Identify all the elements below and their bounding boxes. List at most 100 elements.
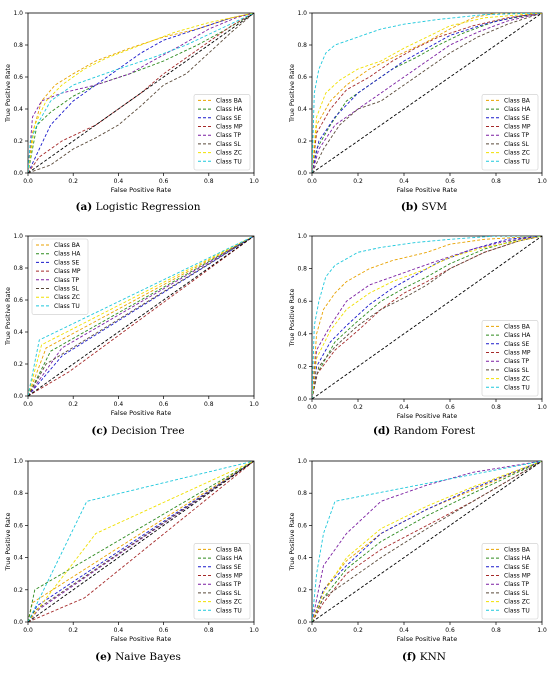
roc-line-class-ba: [28, 236, 254, 396]
y-tick-label: 0.4: [297, 555, 307, 562]
legend-label: Class MP: [216, 573, 243, 580]
roc-line-class-sl: [312, 13, 542, 173]
y-tick-label: 0.4: [13, 555, 23, 562]
y-tick-label: 0.0: [13, 170, 23, 177]
roc-panel-6: 0.0 0.2 0.4 0.6 0.8 1.0 0.0 0.2 0.4 0.6 0.8 1.0 Fals…: [288, 458, 547, 663]
legend-label: Class SL: [216, 590, 242, 597]
y-tick-label: 0.6: [13, 297, 23, 304]
roc-line-class-mp: [28, 236, 254, 396]
x-tick-label: 0.2: [353, 627, 363, 634]
roc-line-class-ba: [312, 13, 542, 173]
x-tick-label: 0.6: [445, 627, 455, 634]
legend-label: Class SE: [504, 115, 530, 122]
legend-label: Class ZC: [504, 150, 530, 157]
legend-label: Class TP: [54, 277, 79, 284]
roc-line-class-sl: [28, 13, 254, 173]
x-tick-label: 0.4: [399, 404, 409, 411]
x-tick-label: 0.4: [399, 178, 409, 185]
y-tick-label: 0.6: [13, 74, 23, 81]
series-group: [312, 236, 542, 399]
y-tick-label: 0.2: [297, 587, 307, 594]
roc-line-class-sl: [312, 236, 542, 399]
x-tick-label: 0.0: [23, 178, 33, 185]
roc-line-class-sl: [312, 461, 542, 622]
legend-label: Class BA: [216, 97, 243, 104]
panel-caption-title: KNN: [416, 651, 446, 663]
legend-label: Class SE: [54, 259, 80, 266]
roc-line-class-tu: [28, 236, 254, 396]
y-tick-label: 0.6: [297, 298, 307, 305]
y-tick-label: 1.0: [297, 233, 307, 240]
x-tick-label: 0.2: [353, 404, 363, 411]
y-tick-label: 0.8: [297, 490, 307, 497]
legend-label: Class ZC: [504, 376, 530, 383]
roc-line-class-zc: [28, 461, 254, 622]
roc-line-class-tu: [312, 461, 542, 622]
legend-label: Class ZC: [216, 150, 242, 157]
roc-line-class-zc: [312, 13, 542, 173]
x-tick-label: 0.8: [491, 627, 501, 634]
legend-label: Class TU: [504, 158, 530, 165]
y-tick-label: 0.2: [297, 138, 307, 145]
panel-caption-title: SVM: [418, 201, 447, 213]
roc-line-class-tp: [28, 236, 254, 396]
x-axis-label: False Positive Rate: [397, 186, 457, 194]
chance-diagonal: [312, 13, 542, 173]
series-group: [28, 236, 254, 396]
legend-label: Class MP: [504, 124, 531, 131]
legend-label: Class HA: [504, 332, 531, 339]
x-tick-label: 0.0: [307, 404, 317, 411]
x-tick-label: 0.6: [159, 627, 169, 634]
x-tick-label: 1.0: [537, 178, 547, 185]
legend-label: Class TU: [54, 303, 80, 310]
x-tick-label: 0.2: [353, 178, 363, 185]
legend-box: [481, 94, 539, 171]
x-tick-label: 0.8: [491, 178, 501, 185]
legend-box: [31, 238, 89, 315]
roc-line-class-sl: [28, 236, 254, 396]
roc-panel-5: 0.0 0.2 0.4 0.6 0.8 1.0 0.0 0.2 0.4 0.6 0.8 1.0 Fals…: [4, 458, 259, 663]
legend-label: Class SE: [504, 564, 530, 571]
y-tick-label: 0.6: [13, 522, 23, 529]
panel-caption-letter: (e): [95, 651, 112, 663]
roc-line-class-mp: [312, 461, 542, 622]
legend-label: Class HA: [216, 555, 243, 562]
roc-line-class-mp: [312, 13, 542, 173]
roc-line-class-ba: [312, 236, 542, 399]
x-tick-label: 0.6: [445, 404, 455, 411]
y-axis-label: True Positive Rate: [288, 513, 296, 572]
series-group: [28, 461, 254, 622]
panel-caption-letter: (d): [373, 425, 390, 437]
panel-caption-title: Decision Tree: [108, 425, 185, 437]
x-tick-label: 0.6: [445, 178, 455, 185]
legend-label: Class HA: [504, 555, 531, 562]
x-tick-label: 1.0: [537, 404, 547, 411]
legend-label: Class HA: [216, 106, 243, 113]
legend-label: Class TP: [216, 581, 241, 588]
legend-label: Class MP: [504, 350, 531, 357]
roc-line-class-ba: [312, 461, 542, 622]
roc-line-class-tu: [28, 13, 254, 173]
panel-caption: (c) Decision Tree: [91, 425, 184, 437]
legend-label: Class TU: [216, 158, 242, 165]
roc-line-class-zc: [312, 461, 542, 622]
legend-label: Class MP: [504, 573, 531, 580]
y-tick-label: 0.6: [297, 74, 307, 81]
panel-caption-letter: (c): [91, 425, 107, 437]
legend-label: Class HA: [54, 251, 81, 258]
x-axis-label: False Positive Rate: [397, 635, 457, 643]
y-axis-label: True Positive Rate: [288, 64, 296, 123]
legend-box: [481, 543, 539, 620]
roc-line-class-zc: [28, 236, 254, 396]
legend-label: Class TP: [504, 581, 529, 588]
y-tick-label: 0.4: [13, 106, 23, 113]
legend-label: Class TP: [504, 358, 529, 365]
y-tick-label: 0.4: [297, 106, 307, 113]
roc-line-class-tp: [312, 461, 542, 622]
roc-line-class-zc: [28, 13, 254, 173]
